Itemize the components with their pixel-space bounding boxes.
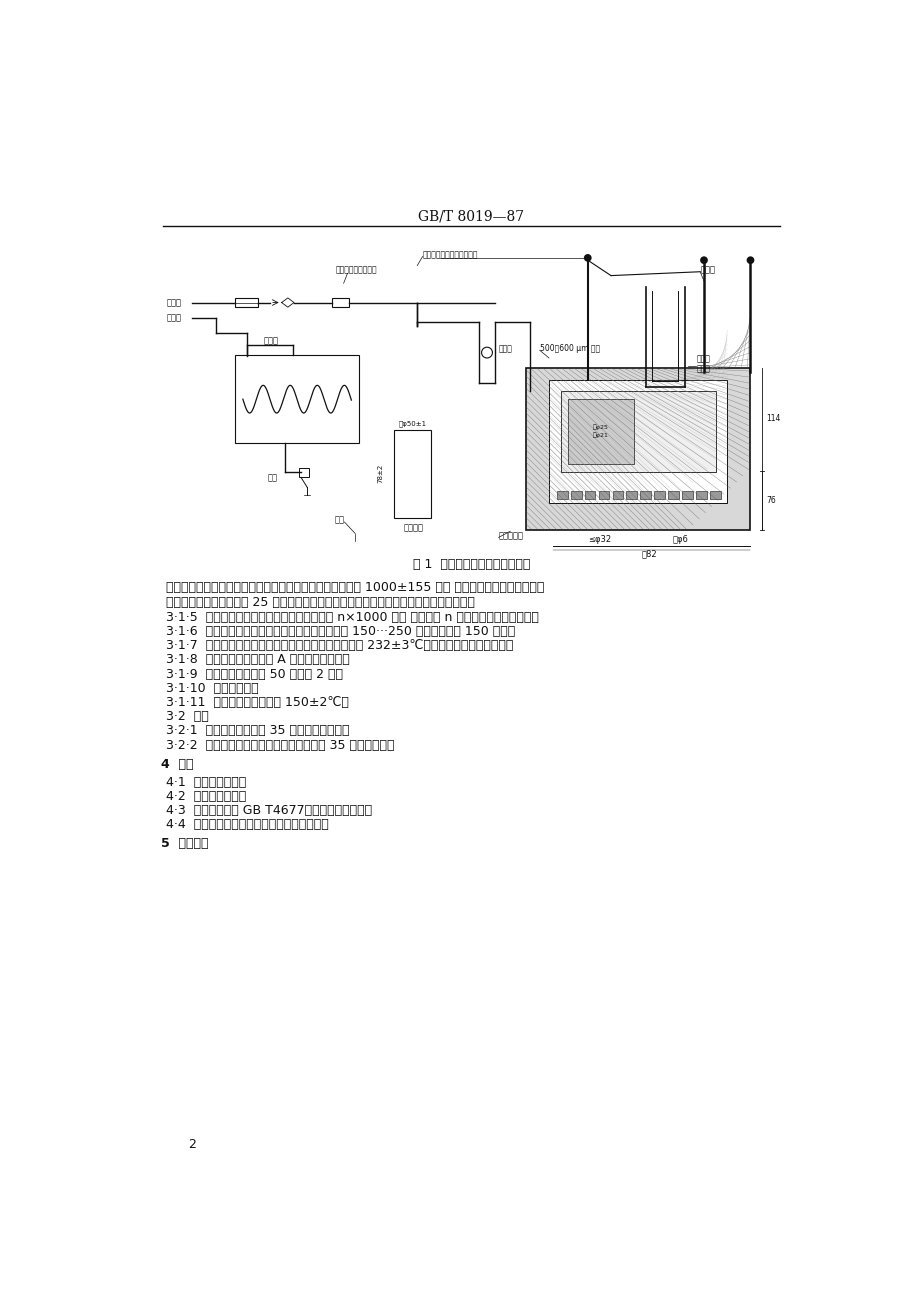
Text: 温度调节器: 温度调节器 bbox=[498, 531, 523, 540]
Text: 114: 114 bbox=[766, 414, 779, 423]
Bar bbox=[560, 391, 715, 471]
Text: 蒸汽源: 蒸汽源 bbox=[166, 314, 181, 323]
Bar bbox=[570, 491, 581, 499]
Text: 500～600 μm 铜网: 500～600 μm 铜网 bbox=[539, 344, 599, 353]
Bar bbox=[549, 380, 726, 503]
Text: 3·1·10  不锈鑄镞子。: 3·1·10 不锈鑄镞子。 bbox=[166, 682, 258, 695]
Bar bbox=[709, 491, 720, 499]
Bar bbox=[584, 491, 595, 499]
Text: 3·2·1  空气：压力不大于 35 千帕的过滤空气。: 3·2·1 空气：压力不大于 35 千帕的过滤空气。 bbox=[166, 724, 349, 737]
Bar bbox=[525, 368, 750, 530]
Text: 图 1  噴射蒸发法实际胶质测定仪: 图 1 噴射蒸发法实际胶质测定仪 bbox=[413, 557, 529, 570]
Text: 3·1·7  蒸汽过热器：用燃气或电加热，能将蒸汽加热到 232±3℃的所需蒸汽量达到海入口。: 3·1·7 蒸汽过热器：用燃气或电加热，能将蒸汽加热到 232±3℃的所需蒸汽量… bbox=[166, 639, 513, 652]
Bar bbox=[626, 491, 637, 499]
Bar bbox=[682, 491, 692, 499]
Text: 砚杯: 砚杯 bbox=[335, 516, 345, 525]
Bar bbox=[332, 298, 348, 307]
Text: 孔和排气口，在配上锥形转接器后，每个排气口的流速应为 1000±155 毫升 秒，如果使用液体浴，应该: 孔和排气口，在配上锥形转接器后，每个排气口的流速应为 1000±155 毫升 秒… bbox=[166, 581, 544, 594]
Text: 外φ6: 外φ6 bbox=[672, 535, 688, 544]
Text: 棉花或玻璃棉过滤器: 棉花或玻璃棉过滤器 bbox=[335, 266, 377, 275]
Text: 内φ21: 内φ21 bbox=[593, 432, 608, 437]
Text: GB/T 8019—87: GB/T 8019—87 bbox=[418, 210, 524, 224]
Bar bbox=[653, 491, 664, 499]
Text: 可拆卸
接受器: 可拆卸 接受器 bbox=[696, 354, 709, 374]
Text: 78±2: 78±2 bbox=[377, 464, 382, 483]
Circle shape bbox=[584, 254, 591, 262]
Bar bbox=[598, 491, 608, 499]
Bar bbox=[696, 491, 707, 499]
Bar bbox=[393, 430, 431, 518]
Text: 流量计: 流量计 bbox=[498, 344, 512, 353]
Text: 3·1·5  流量计：能测量空气或蒸汽的总流量为 n×1000 毫升 秒，其中 n 为仪器中嚏嘴孔的个数。: 3·1·5 流量计：能测量空气或蒸汽的总流量为 n×1000 毫升 秒，其中 n… bbox=[166, 611, 539, 624]
Bar bbox=[667, 491, 678, 499]
Circle shape bbox=[699, 256, 707, 264]
Text: 4  试剂: 4 试剂 bbox=[162, 758, 194, 771]
Text: 气阱: 气阱 bbox=[267, 474, 278, 483]
Text: 3·1·11  烤筱：能控制温度在 150±2℃。: 3·1·11 烤筱：能控制温度在 150±2℃。 bbox=[166, 697, 348, 710]
Text: 3·1·9  带刻度量筒：容量 50 毫升和 2 升。: 3·1·9 带刻度量筒：容量 50 毫升和 2 升。 bbox=[166, 668, 343, 681]
Bar bbox=[568, 398, 633, 465]
Circle shape bbox=[746, 256, 754, 264]
Text: 外82: 外82 bbox=[641, 549, 657, 559]
Text: 金属块形: 金属块形 bbox=[403, 523, 423, 533]
Text: 外φ25: 外φ25 bbox=[593, 424, 608, 430]
Text: 温度计: 温度计 bbox=[699, 266, 714, 275]
Text: 3·1·6  烧结玻璃过滤漏斗：粗孔（最大孔径范围在 150···250 微米），容量 150 毫升。: 3·1·6 烧结玻璃过滤漏斗：粗孔（最大孔径范围在 150···250 微米），… bbox=[166, 625, 515, 638]
Bar bbox=[612, 491, 623, 499]
Text: 3·2·2  蒸汽：无油质残残余物，压力不低于 35 千帕的蒸汽。: 3·2·2 蒸汽：无油质残残余物，压力不低于 35 千帕的蒸汽。 bbox=[166, 738, 394, 751]
Text: 过热器: 过热器 bbox=[264, 336, 278, 345]
Bar bbox=[556, 491, 567, 499]
Text: 用合适的液体装到距顶部 25 毫米以内。可以用温度控制器或适当的液体流速来保持温度。: 用合适的液体装到距顶部 25 毫米以内。可以用温度控制器或适当的液体流速来保持温… bbox=[166, 595, 474, 608]
Text: 3·1·8  温度计：应符合附录 A 所列的技术条件。: 3·1·8 温度计：应符合附录 A 所列的技术条件。 bbox=[166, 654, 349, 667]
Text: 2: 2 bbox=[188, 1138, 197, 1151]
Text: 空气源: 空气源 bbox=[166, 298, 181, 307]
Text: 76: 76 bbox=[766, 496, 775, 505]
Text: 此温度计和温度孔是任选的: 此温度计和温度孔是任选的 bbox=[422, 250, 478, 259]
Bar bbox=[299, 469, 309, 478]
Text: ≤φ32: ≤φ32 bbox=[587, 535, 610, 544]
Text: 3·2  材料: 3·2 材料 bbox=[166, 711, 209, 723]
Bar bbox=[235, 355, 358, 444]
Text: 4·1  甲苯：化学纯。: 4·1 甲苯：化学纯。 bbox=[166, 776, 246, 789]
Text: 5  准备工作: 5 准备工作 bbox=[162, 837, 209, 850]
Text: 外φ50±1: 外φ50±1 bbox=[398, 421, 426, 427]
Text: 4·2  丙酮：化学纯。: 4·2 丙酮：化学纯。 bbox=[166, 790, 246, 803]
Bar bbox=[235, 298, 258, 307]
Text: 4·3  正庚烷：符合 GB T4677标准正庚烷）规格。: 4·3 正庚烷：符合 GB T4677标准正庚烷）规格。 bbox=[166, 805, 372, 818]
Bar bbox=[640, 491, 651, 499]
Text: 4·4  胶质溶剂：等体积甲苯和丙酮的混合物。: 4·4 胶质溶剂：等体积甲苯和丙酮的混合物。 bbox=[166, 819, 329, 832]
